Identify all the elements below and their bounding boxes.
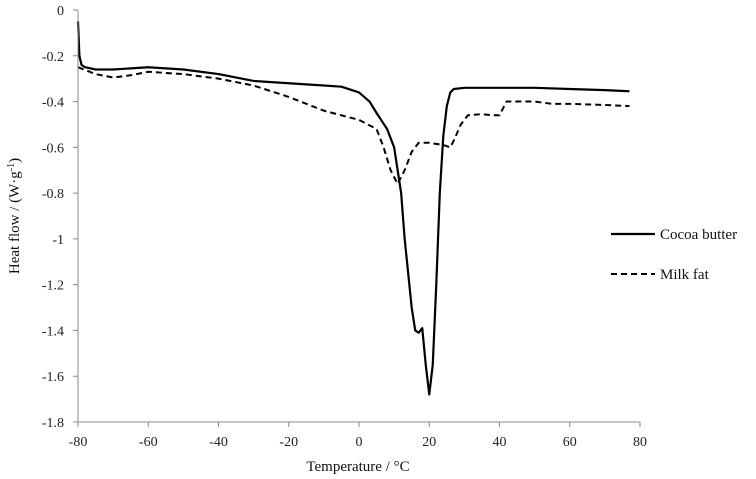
y-axis-title: Heat flow / (W·g-1) — [6, 158, 23, 274]
y-tick-label: -1.4 — [42, 324, 64, 339]
y-tick-label: -1.2 — [42, 279, 64, 294]
x-tick-label: -80 — [69, 435, 88, 450]
y-tick-label: -0.2 — [42, 50, 64, 65]
legend-label-cocoa-butter: Cocoa butter — [660, 227, 737, 243]
y-tick-label: -0.6 — [42, 141, 64, 156]
x-tick-label: -40 — [209, 435, 228, 450]
y-tick-label: -0.4 — [42, 96, 64, 111]
x-tick-label: 20 — [422, 435, 436, 450]
y-axis-title-superscript: -1 — [6, 163, 17, 171]
y-axis-title-close: ) — [7, 158, 23, 163]
x-tick-label: 0 — [356, 435, 363, 450]
series-layer — [76, 21, 630, 396]
y-tick-label: -1.8 — [42, 416, 64, 431]
x-tick-label: 40 — [493, 435, 507, 450]
y-tick-label: -1 — [52, 233, 64, 248]
y-axis-ticks: 0 -0.2 -0.4 -0.6 -0.8 -1 -1.2 -1.4 -1.6 -1.8 — [42, 4, 78, 431]
x-tick-label: 80 — [633, 435, 647, 450]
x-axis-title: Temperature / °C — [306, 459, 409, 475]
y-tick-label: -1.6 — [42, 370, 64, 385]
series-line-cocoa-butter — [76, 21, 630, 396]
y-tick-label: -0.8 — [42, 187, 64, 202]
legend: Cocoa butter Milk fat — [611, 227, 737, 283]
x-tick-label: -20 — [279, 435, 298, 450]
x-axis-ticks: -80 -60 -40 -20 0 20 40 60 80 — [69, 422, 647, 450]
legend-label-milk-fat: Milk fat — [660, 267, 710, 283]
series-line-milk-fat — [77, 66, 630, 185]
x-tick-label: 60 — [563, 435, 577, 450]
y-tick-label: 0 — [57, 4, 64, 19]
x-tick-label: -60 — [139, 435, 158, 450]
y-axis-title-main: Heat flow / (W·g — [7, 171, 23, 274]
